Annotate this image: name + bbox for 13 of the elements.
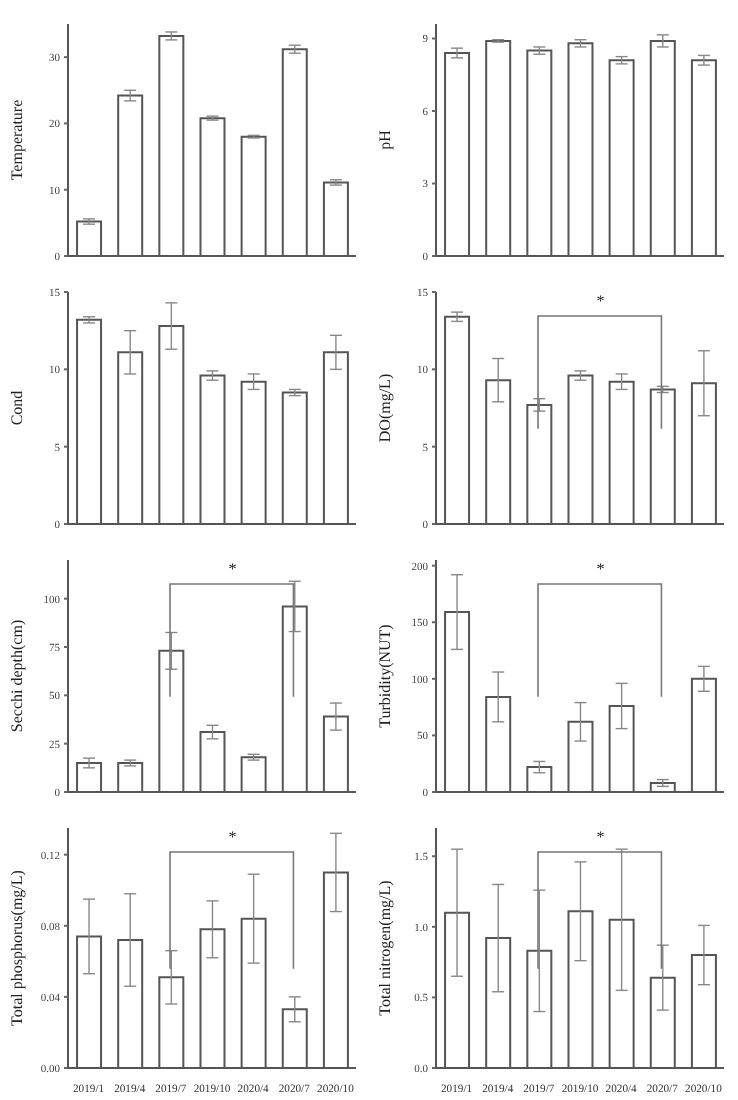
y-axis-title: Cond [7, 390, 26, 426]
y-axis-title: DO(mg/L) [375, 373, 394, 443]
y-axis-title: Total phosphorus(mg/L) [7, 869, 26, 1026]
annotation: * [226, 828, 239, 846]
y-axis-title: Turbidity(NUT) [375, 623, 394, 728]
y-axis-title: pH [375, 129, 394, 150]
annotation: * [594, 559, 607, 578]
y-axis-title: Total nitrogen(mg/L) [375, 879, 394, 1016]
y-axis-title: Secchi depth(cm) [7, 619, 26, 733]
annotation: * [594, 291, 607, 310]
annotation: * [594, 828, 607, 846]
annotation: * [226, 559, 239, 578]
y-axis-title: Temperature [7, 98, 26, 181]
